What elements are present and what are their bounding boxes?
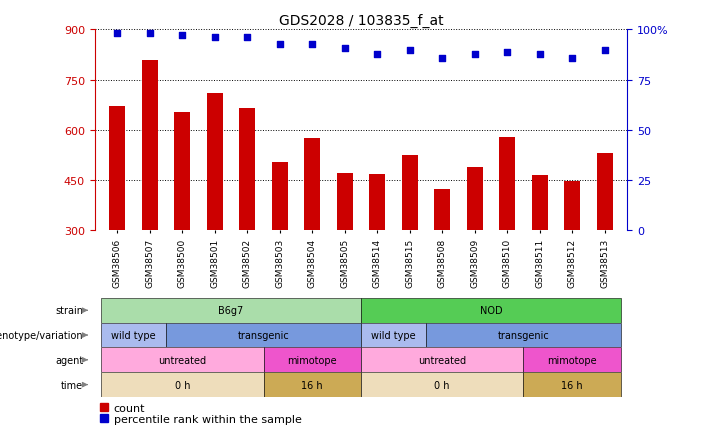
Point	[339, 45, 350, 52]
Bar	[272, 162, 288, 231]
Bar	[142, 60, 158, 231]
Text: NOD: NOD	[479, 306, 503, 316]
Point	[599, 47, 611, 54]
Text: time: time	[61, 380, 83, 390]
Text: 16 h: 16 h	[301, 380, 323, 390]
Text: agent: agent	[55, 355, 83, 365]
Bar	[101, 323, 166, 348]
Bar	[336, 174, 353, 231]
Bar	[402, 156, 418, 231]
Text: genotype/variation: genotype/variation	[0, 330, 83, 340]
Bar	[101, 298, 361, 323]
Bar	[426, 323, 621, 348]
Bar	[361, 298, 621, 323]
Title: GDS2028 / 103835_f_at: GDS2028 / 103835_f_at	[279, 14, 443, 28]
Point	[372, 51, 383, 58]
Bar	[264, 348, 361, 372]
Bar	[109, 107, 125, 231]
Text: untreated: untreated	[418, 355, 466, 365]
Bar	[564, 181, 580, 231]
Point	[469, 51, 480, 58]
Text: mimotope: mimotope	[287, 355, 337, 365]
Bar	[264, 372, 361, 397]
Text: 16 h: 16 h	[562, 380, 583, 390]
Bar	[597, 154, 613, 231]
Text: untreated: untreated	[158, 355, 206, 365]
Bar	[434, 189, 450, 231]
Bar	[361, 372, 524, 397]
Text: transgenic: transgenic	[498, 330, 550, 340]
Bar	[304, 139, 320, 231]
Text: 0 h: 0 h	[435, 380, 450, 390]
Point	[242, 35, 253, 42]
Bar	[361, 323, 426, 348]
Point	[437, 55, 448, 62]
Bar	[499, 137, 515, 231]
Bar	[101, 372, 264, 397]
Point	[306, 41, 318, 48]
Bar	[175, 112, 191, 231]
Text: transgenic: transgenic	[238, 330, 290, 340]
Bar	[531, 176, 547, 231]
Bar	[361, 348, 524, 372]
Point	[534, 51, 545, 58]
Point	[502, 49, 513, 56]
Point	[404, 47, 416, 54]
Bar	[101, 348, 264, 372]
Bar	[207, 94, 223, 231]
Text: wild type: wild type	[111, 330, 156, 340]
Bar	[369, 175, 386, 231]
Bar	[467, 168, 483, 231]
Text: B6g7: B6g7	[219, 306, 244, 316]
Point	[274, 41, 285, 48]
Point	[209, 35, 220, 42]
Point	[566, 55, 578, 62]
Bar	[166, 323, 361, 348]
Text: strain: strain	[55, 306, 83, 316]
Text: wild type: wild type	[372, 330, 416, 340]
Point	[177, 33, 188, 40]
Legend: count, percentile rank within the sample: count, percentile rank within the sample	[100, 403, 301, 424]
Bar	[524, 372, 621, 397]
Point	[144, 31, 156, 38]
Bar	[524, 348, 621, 372]
Bar	[239, 109, 255, 231]
Point	[111, 31, 123, 38]
Text: 0 h: 0 h	[175, 380, 190, 390]
Text: mimotope: mimotope	[547, 355, 597, 365]
